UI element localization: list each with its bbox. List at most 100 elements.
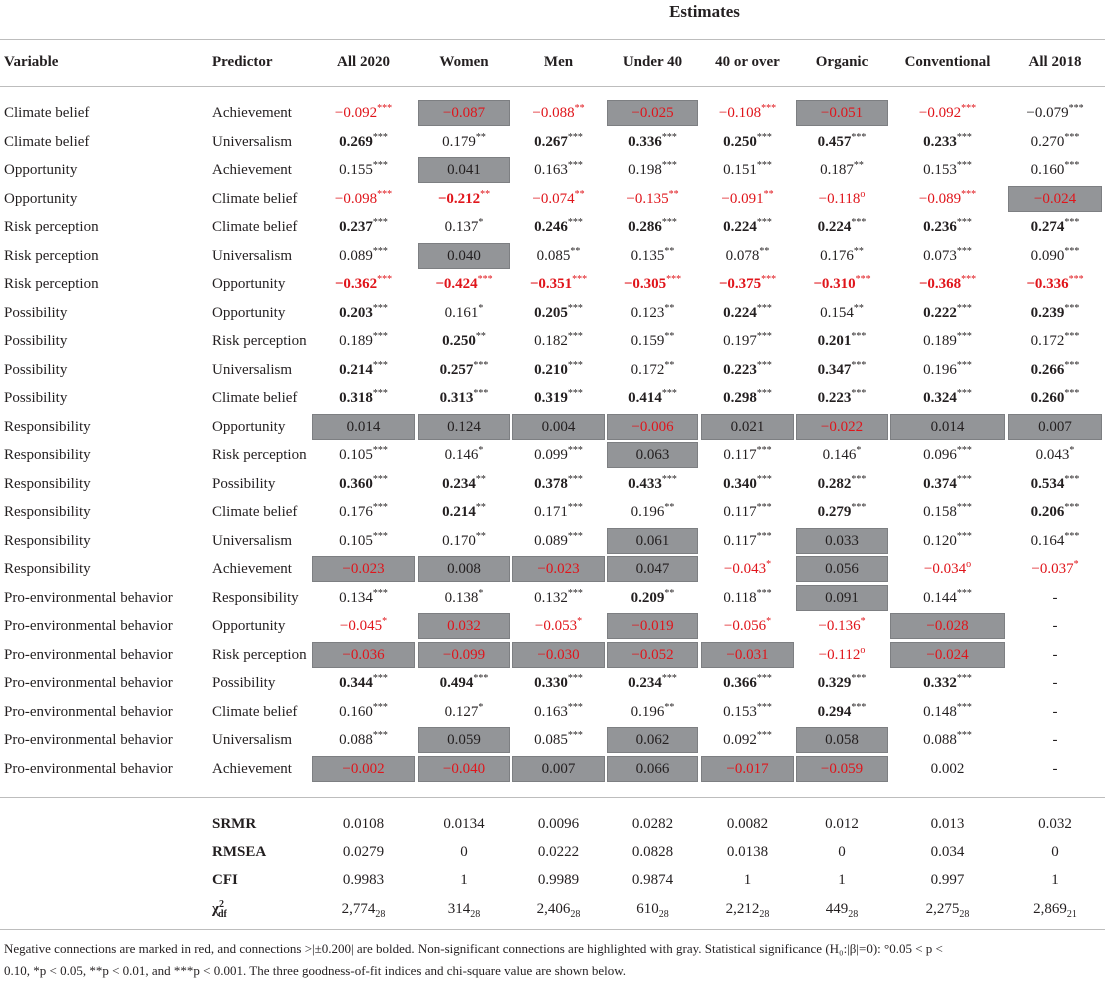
estimate-value: 0.205 [534,304,568,321]
estimate-cell: 0.374*** [890,471,1005,497]
estimate-cell: −0.025 [607,100,698,126]
estimate-value: 0.007 [541,760,576,777]
fit-value: 0.013 [930,816,965,832]
rule-fit [0,797,1105,798]
significance-mark: * [478,445,484,457]
estimate-value: 0.189 [339,333,373,350]
estimate-value: −0.040 [442,760,486,777]
significance-mark: *** [661,217,677,229]
estimate-value: −0.092 [334,105,378,121]
estimate-cell: 0.088*** [890,727,1005,753]
estimate-cell: 0.179** [418,129,510,155]
significance-mark: *** [572,274,588,286]
row-variable: Possibility [4,361,68,378]
estimate-value: −0.034 [923,561,967,578]
estimate-cell: 0.270*** [1008,129,1102,155]
estimate-value: 0.260 [1030,390,1065,407]
estimate-value: 0.250 [442,333,476,350]
estimate-value: 0.123 [630,304,665,321]
estimate-value: −0.025 [631,105,674,121]
estimate-value: 0.078 [725,247,760,264]
estimate-cell: 0.198*** [607,157,698,183]
fit-value: 0.9874 [631,872,674,888]
significance-mark: *** [956,131,972,143]
significance-mark: *** [567,473,583,485]
estimate-value: 0.494 [439,675,474,692]
row-variable: Pro-environmental behavior [4,646,173,663]
estimate-cell: 0.153*** [701,699,794,725]
significance-mark: *** [567,587,583,599]
significance-mark: *** [567,160,583,172]
estimate-cell: −0.092*** [890,100,1005,126]
column-header: All 2020 [337,54,390,70]
estimate-value: 0.286 [628,219,662,236]
estimate-cell: −0.310*** [796,271,888,297]
estimate-value: 0.182 [534,333,568,350]
significance-mark: *** [477,274,493,286]
estimate-value: −0.037 [1031,561,1074,578]
estimate-cell: 0.414*** [607,385,698,411]
estimate-value: - [1052,589,1058,606]
significance-mark: * [478,302,484,314]
significance-mark: *** [567,730,583,742]
row-variable: Opportunity [4,190,78,207]
estimate-cell: 0.187** [796,157,888,183]
estimate-value: −0.212 [437,190,481,207]
estimate-value: −0.351 [529,276,573,293]
significance-mark: *** [756,131,772,143]
estimate-value: 0.270 [1030,133,1065,150]
estimate-value: −0.136 [818,618,861,635]
estimate-cell: 0.223*** [796,385,888,411]
estimate-value: −0.375 [718,276,762,293]
estimate-cell: - [1008,642,1102,668]
estimate-value: 0.118 [723,589,757,606]
estimate-cell: −0.136* [796,613,888,639]
estimate-value: 0.318 [339,390,373,407]
estimate-cell: −0.002 [312,755,415,782]
row-predictor: Universalism [212,532,292,549]
significance-mark: *** [372,302,388,314]
row-predictor: Opportunity [212,618,286,635]
estimate-cell: 0.318*** [312,385,415,411]
row-predictor: Universalism [212,247,292,264]
estimate-cell: 0.360*** [312,471,415,497]
significance-mark: *** [956,701,972,713]
estimate-value: 0.187 [820,162,854,179]
significance-mark: ** [664,502,675,514]
chi-square-value: 2,27528 [890,896,1005,922]
significance-mark: ** [475,530,486,542]
estimate-value: −0.336 [1026,276,1069,293]
estimate-cell: 0.224*** [701,300,794,326]
estimate-value: 0.117 [723,532,757,549]
estimate-cell: −0.351*** [512,271,605,297]
estimate-value: 0.047 [635,561,670,578]
estimate-value: 0.210 [534,361,568,378]
estimate-cell: 0.344*** [312,670,415,696]
estimate-value: 0.366 [723,675,757,692]
estimate-cell: 0.224*** [796,214,888,240]
estimate-cell: 0.021 [701,413,794,440]
significance-mark: *** [372,587,388,599]
estimate-cell: 0.257*** [418,357,510,383]
estimate-value: 0.282 [817,475,852,492]
estimate-cell: 0.319*** [512,385,605,411]
estimate-cell: 0.073*** [890,243,1005,269]
estimate-cell: 0.085*** [512,727,605,753]
estimate-cell: 0.236*** [890,214,1005,240]
estimate-value: −0.024 [1033,190,1077,207]
estimate-value: 0.153 [923,162,957,179]
estimate-value: −0.024 [926,646,969,663]
estimate-value: −0.310 [813,276,856,293]
estimate-value: 0.138 [444,589,479,606]
estimate-value: 0.058 [825,732,859,749]
significance-mark: *** [756,445,772,457]
estimate-cell: −0.037* [1008,556,1102,582]
estimate-cell: 0.088*** [312,727,415,753]
significance-mark: *** [756,502,772,514]
estimate-value: 0.176 [339,504,373,521]
chi-df: 28 [470,909,481,920]
estimate-cell: 0.196** [607,699,698,725]
estimate-value: 0.176 [820,247,854,264]
estimate-value: 0.250 [723,133,757,150]
